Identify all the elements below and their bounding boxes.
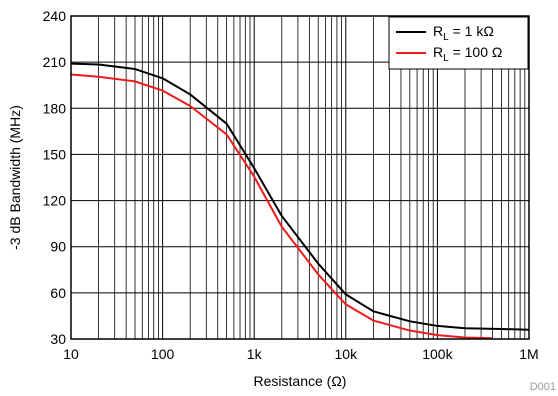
- y-tick-label: 210: [43, 54, 67, 70]
- y-axis-label: -3 dB Bandwidth (MHz): [7, 105, 23, 250]
- y-tick-label: 60: [50, 285, 66, 301]
- y-tick-label: 240: [43, 8, 67, 24]
- x-tick-label: 100k: [422, 346, 453, 362]
- legend-entry-rl-1k: RL = 1 kΩ: [433, 23, 494, 43]
- figure-id-tag: D001: [530, 381, 556, 393]
- x-tick-label: 10: [63, 346, 79, 362]
- y-tick-label: 90: [50, 239, 66, 255]
- x-tick-label: 100: [151, 346, 175, 362]
- x-tick-label: 1k: [247, 346, 263, 362]
- plot-frame: [70, 15, 530, 340]
- y-tick-label: 180: [43, 100, 67, 116]
- series-line-rl-1k: [70, 62, 530, 331]
- y-tick-labels: 30 60 90 120 150 180 210 240: [43, 8, 67, 347]
- y-tick-label: 30: [50, 331, 66, 347]
- series-line-rl-100: [70, 73, 493, 340]
- x-tick-labels: 10 100 1k 10k 100k 1M: [63, 346, 539, 362]
- legend: RL = 1 kΩ RL = 100 Ω: [388, 16, 529, 70]
- y-tick-label: 150: [43, 146, 67, 162]
- grid: [70, 15, 529, 340]
- y-tick-label: 120: [43, 193, 67, 209]
- series-lines: [70, 62, 530, 340]
- x-tick-label: 10k: [335, 346, 359, 362]
- legend-entry-rl-100: RL = 100 Ω: [433, 44, 502, 64]
- x-axis-label: Resistance (Ω): [254, 373, 347, 389]
- legend-box: [388, 16, 529, 70]
- x-tick-label: 1M: [519, 346, 538, 362]
